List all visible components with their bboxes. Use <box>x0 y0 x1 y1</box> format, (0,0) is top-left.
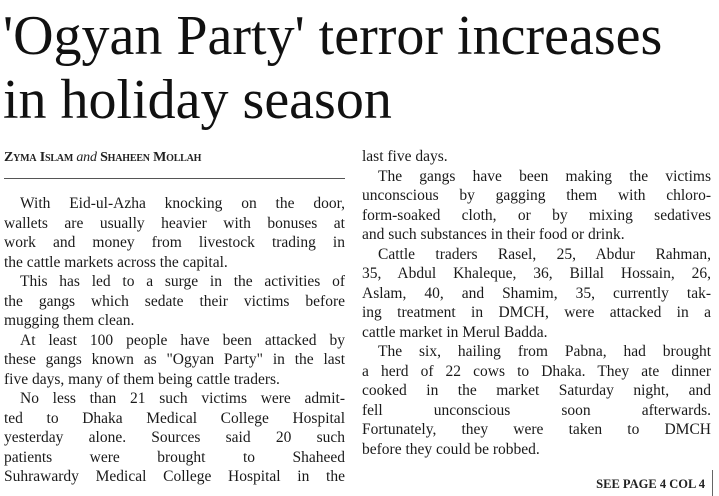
text-line: before they could be robbed. <box>362 440 540 458</box>
text-line: last five days. <box>362 148 448 165</box>
text-line: This has led to a surge in the activitie… <box>20 273 345 290</box>
text-line: Cattle traders Rasel, 25, Abdur Rahman, <box>378 245 711 263</box>
text-line: cooked in the market Saturday night, and <box>362 382 711 399</box>
text-line: yesterday alone. Sources said 20 such <box>4 429 345 446</box>
paragraph: No less than 21 such victims were admit-… <box>4 389 345 487</box>
text-line: fell unconscious soon afterwards. <box>362 401 711 419</box>
text-line: form-soaked cloth, or by mixing sedative… <box>362 206 711 224</box>
text-line: five days, many of them being cattle tra… <box>4 370 280 388</box>
text-line: cattle market in Merul Badda. <box>362 323 548 341</box>
byline-and: and <box>76 150 97 165</box>
text-line: ted to Dhaka Medical College Hospital <box>4 409 345 427</box>
article-column-left: With Eid-ul-Azha knocking on the door, wa… <box>4 194 345 487</box>
text-line: The gangs have been making the victims <box>378 167 711 185</box>
headline-line-1: 'Ogyan Party' terror increases <box>3 5 663 67</box>
paragraph: Cattle traders Rasel, 25, Abdur Rahman, 3… <box>362 245 711 343</box>
text-line: unconscious by gagging them with chloro- <box>362 187 711 204</box>
text-line: Aslam, 40, and Shamim, 35, currently tak… <box>362 284 711 302</box>
paragraph: The gangs have been making the victims un… <box>362 167 711 245</box>
text-line: work and money from livestock trading in <box>4 234 345 251</box>
paragraph: last five days. <box>362 147 711 167</box>
column-divider <box>712 470 713 496</box>
text-line: these gangs known as "Ogyan Party" in th… <box>4 351 345 368</box>
text-line: Suhrawardy Medical College Hospital in t… <box>4 468 345 485</box>
author-2: Shaheen Mollah <box>100 150 202 165</box>
headline-line-2: in holiday season <box>3 69 392 131</box>
text-line: the gangs which sedate their victims bef… <box>4 292 345 310</box>
author-1: Zyma Islam <box>4 150 74 165</box>
text-line: ing treatment in DMCH, were attacked in … <box>362 304 711 321</box>
text-line: No less than 21 such victims were admit- <box>20 390 345 407</box>
text-line: wallets are usually heavier with bonuses… <box>4 214 345 232</box>
text-line: With Eid-ul-Azha knocking on the door, <box>20 195 345 212</box>
text-line: and such substances in their food or dri… <box>362 226 625 243</box>
text-line: Fortunately, they were taken to DMCH <box>362 421 711 438</box>
paragraph: This has led to a surge in the activitie… <box>4 272 345 331</box>
paragraph: At least 100 people have been attacked b… <box>4 331 345 390</box>
text-line: 35, Abdul Khaleque, 36, Billal Hossain, … <box>362 265 711 282</box>
continuation-jump: SEE PAGE 4 COL 4 <box>596 477 705 491</box>
headline: 'Ogyan Party' terror increases in holida… <box>3 4 715 136</box>
paragraph: With Eid-ul-Azha knocking on the door, wa… <box>4 194 345 272</box>
text-line: mugging them clean. <box>4 312 135 329</box>
text-line: The six, hailing from Pabna, had brought <box>378 343 711 360</box>
text-line: patients were brought to Shaheed <box>4 448 345 466</box>
text-line: a herd of 22 cows to Dhaka. They ate din… <box>362 362 711 380</box>
article-column-right: last five days. The gangs have been makin… <box>362 147 711 459</box>
text-line: the cattle markets across the capital. <box>4 253 228 271</box>
byline: Zyma Islam and Shaheen Mollah <box>4 150 201 166</box>
byline-rule <box>4 178 345 179</box>
text-line: At least 100 people have been attacked b… <box>20 331 345 349</box>
paragraph: The six, hailing from Pabna, had brought… <box>362 342 711 459</box>
